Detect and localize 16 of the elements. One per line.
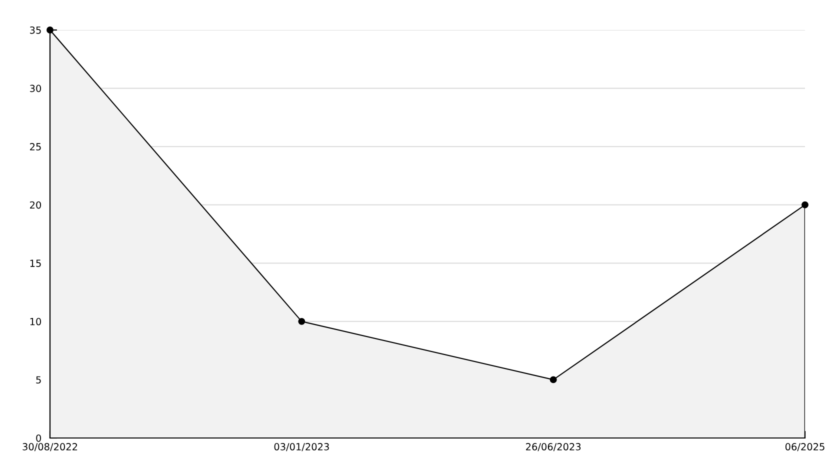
point: [46, 26, 54, 34]
y-tick-label: 10: [30, 318, 42, 326]
y-tick-label: 20: [30, 201, 42, 209]
y-tick-label: 15: [30, 260, 41, 267]
point: [298, 318, 306, 325]
y-tick-label: 25: [30, 143, 41, 150]
point: [550, 376, 557, 384]
y-tick-label: 0: [36, 434, 42, 442]
point: [802, 201, 808, 208]
x-tick-label: 06/2025: [785, 443, 824, 452]
x-tick-label: 26/06/2023: [526, 443, 581, 452]
x-tick-label: 30/08/2022: [22, 443, 78, 452]
x-tick-label: 03/01/2023: [274, 443, 329, 452]
y-tick-label: 35: [30, 26, 41, 34]
y-tick-label: 5: [36, 376, 41, 384]
y-tick-label: 30: [30, 84, 42, 92]
